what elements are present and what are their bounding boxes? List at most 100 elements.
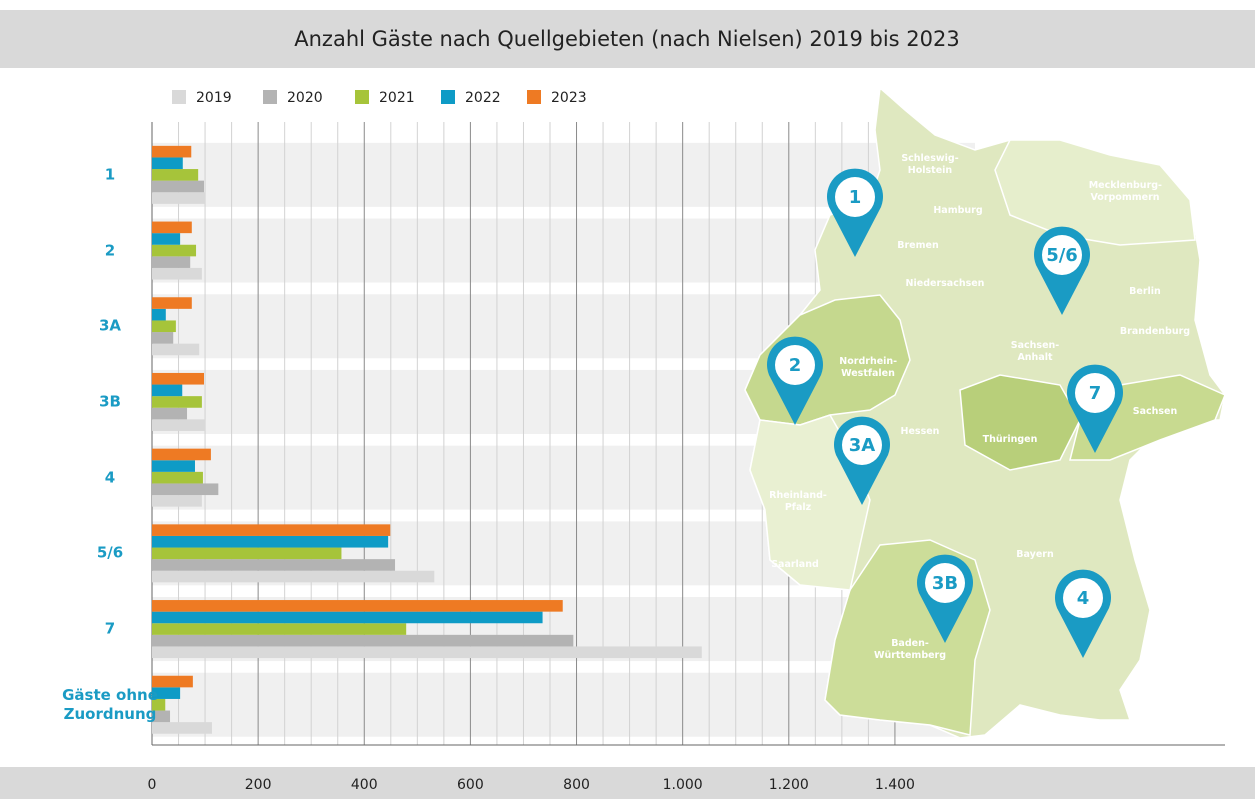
map-pin-label: 3B: [932, 573, 958, 594]
bar: [152, 623, 407, 635]
bar: [152, 611, 543, 624]
bar: [152, 372, 205, 385]
bar: [152, 524, 391, 536]
map-pin-center: [775, 345, 815, 385]
bar: [152, 308, 166, 321]
bar: [152, 634, 574, 647]
x-tick-label: 600: [457, 777, 484, 793]
bar: [152, 192, 206, 204]
bar: [152, 145, 192, 158]
bar: [152, 495, 202, 507]
bar: [152, 483, 219, 496]
bar: [152, 559, 396, 571]
bar: [152, 343, 200, 356]
region-label: Bremen: [897, 240, 939, 251]
category-label: 1: [104, 165, 116, 184]
x-tick-label: 400: [351, 777, 378, 793]
x-tick-label: 800: [563, 777, 590, 793]
legend-label: 2019: [196, 90, 232, 106]
map-pin-label: 7: [1089, 383, 1102, 404]
bar: [152, 698, 166, 711]
bar: [152, 180, 205, 193]
bar: [152, 297, 192, 309]
bar: [152, 535, 389, 548]
legend-label: 2021: [379, 90, 415, 106]
legend-swatch: [527, 90, 541, 104]
bar: [152, 320, 176, 333]
chart-title: Anzahl Gäste nach Quellgebieten (nach Ni…: [294, 27, 960, 51]
map-pin-label: 1: [849, 187, 862, 208]
legend-label: 2020: [287, 90, 323, 106]
region-label: Hamburg: [933, 205, 983, 216]
legend-swatch: [355, 90, 369, 104]
map-pin-center: [1075, 373, 1115, 413]
x-tick-label: 200: [245, 777, 272, 793]
region-label: Berlin: [1129, 286, 1161, 297]
axis-band: [0, 767, 1255, 799]
map-pin-label: 3A: [849, 435, 876, 456]
category-label: 3A: [98, 316, 122, 335]
region-label: Sachsen: [1132, 406, 1178, 417]
map-pin-center: [1042, 235, 1082, 275]
x-tick-label: 0: [148, 777, 157, 793]
region-label: Sachsen-Anhalt: [1010, 340, 1060, 363]
legend-label: 2022: [465, 90, 501, 106]
region-label: Rheinland-Pfalz: [769, 490, 827, 513]
legend-swatch: [441, 90, 455, 104]
x-tick-label: 1.400: [875, 777, 915, 793]
map-pin-label: 4: [1077, 588, 1090, 609]
region-label: Mecklenburg-Vorpommern: [1088, 180, 1163, 203]
bar: [152, 267, 202, 280]
title-band: [0, 10, 1255, 68]
x-tick-label: 1.200: [769, 777, 809, 793]
region-label: Niedersachsen: [905, 278, 985, 289]
region-label: Thüringen: [982, 434, 1038, 445]
bar: [152, 448, 211, 461]
bar: [152, 646, 702, 659]
legend-swatch: [172, 90, 186, 104]
map-pin-center: [1063, 578, 1103, 618]
bar: [152, 407, 188, 420]
region-label: Nordrhein-Westfalen: [839, 356, 898, 379]
legend-label: 2023: [551, 90, 587, 106]
category-label: Gäste ohne Zuordnung: [62, 685, 158, 723]
bar: [152, 722, 212, 734]
legend-swatch: [263, 90, 277, 104]
bar: [152, 221, 192, 234]
bar: [152, 419, 206, 431]
map-pin-label: 2: [789, 355, 802, 376]
bar: [152, 570, 435, 583]
bar: [152, 244, 197, 257]
category-label: 7: [104, 619, 116, 638]
category-label: 5/6: [96, 543, 124, 562]
map-pin-center: [925, 563, 965, 603]
region-label: Schleswig-Holstein: [901, 153, 959, 176]
bar: [152, 157, 183, 170]
bar: [152, 687, 181, 699]
bar: [152, 396, 202, 408]
region-label: Baden-Württemberg: [873, 638, 947, 661]
bar: [152, 460, 195, 472]
category-label: 4: [104, 468, 116, 487]
map-region: [959, 374, 1081, 471]
bar: [152, 169, 199, 181]
bar: [152, 256, 191, 268]
map-pin-center: [835, 177, 875, 217]
map-region: [994, 139, 1196, 246]
region-label: Saarland: [771, 559, 819, 570]
bar: [152, 600, 563, 612]
region-label: Bayern: [1016, 549, 1054, 560]
map-pin-center: [842, 425, 882, 465]
category-label: 2: [104, 241, 116, 260]
map-pin-label: 5/6: [1046, 245, 1078, 266]
region-label: Hessen: [900, 426, 940, 437]
bar: [152, 675, 193, 688]
bar: [152, 233, 181, 245]
x-tick-label: 1.000: [663, 777, 703, 793]
bar: [152, 547, 342, 560]
category-label: 3B: [99, 392, 121, 411]
bar: [152, 471, 203, 484]
region-label: Brandenburg: [1119, 326, 1191, 337]
